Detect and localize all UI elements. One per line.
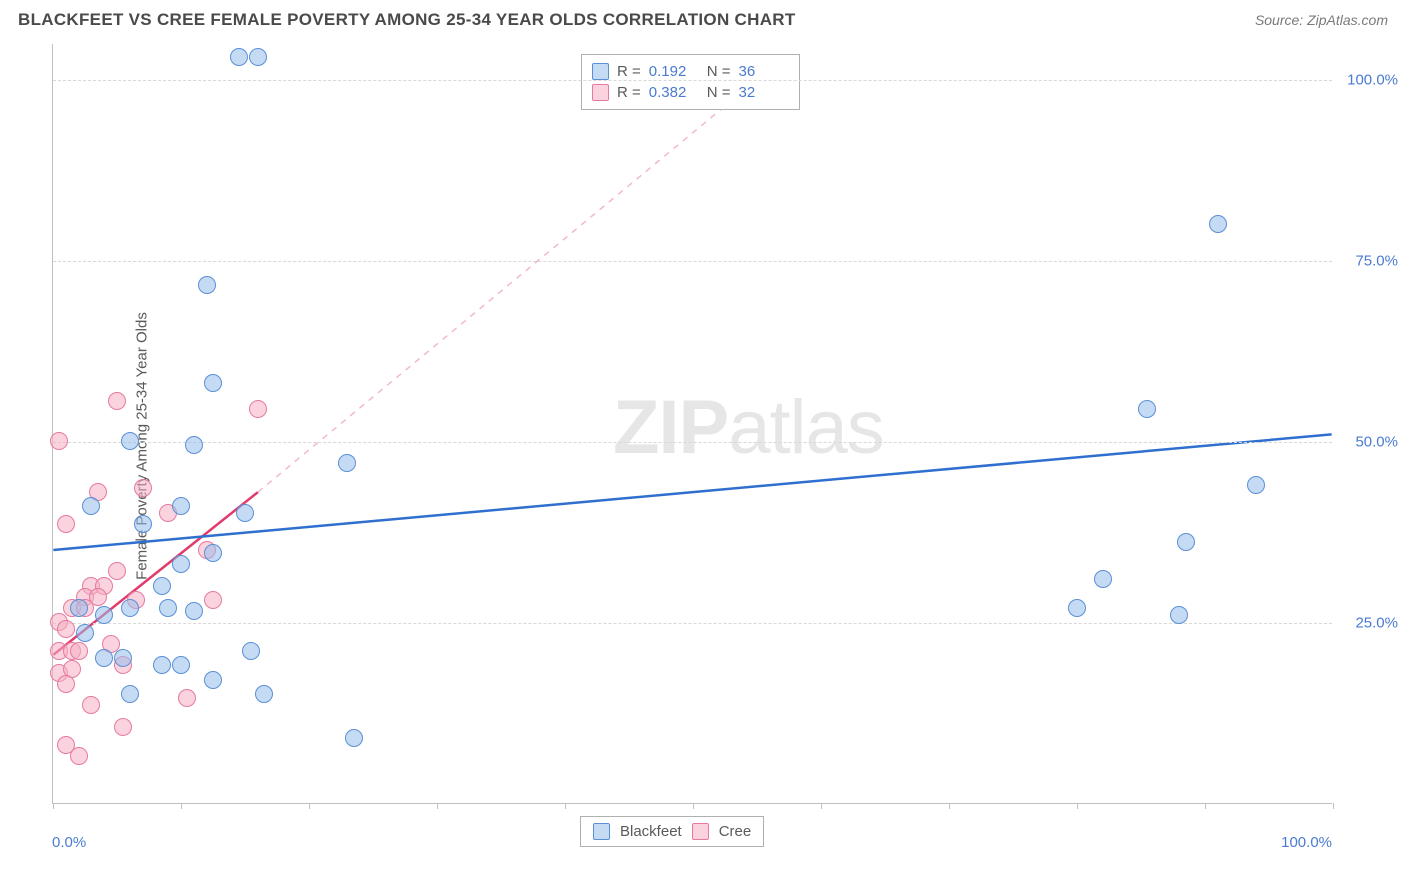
cree-point — [82, 696, 100, 714]
x-tick — [821, 803, 822, 809]
blackfeet-point — [204, 374, 222, 392]
blackfeet-point — [76, 624, 94, 642]
blackfeet-point — [242, 642, 260, 660]
blackfeet-point — [95, 606, 113, 624]
x-tick — [1077, 803, 1078, 809]
correlation-legend: R = 0.192 N = 36 R = 0.382 N = 32 — [581, 54, 800, 110]
y-tick-label: 25.0% — [1355, 615, 1398, 632]
x-tick — [693, 803, 694, 809]
blackfeet-point — [249, 48, 267, 66]
x-tick — [949, 803, 950, 809]
blackfeet-point — [70, 599, 88, 617]
cree-point — [70, 642, 88, 660]
cree-point — [57, 620, 75, 638]
blackfeet-point — [159, 599, 177, 617]
blackfeet-point — [172, 555, 190, 573]
blackfeet-point — [1170, 606, 1188, 624]
cree-swatch-icon — [692, 823, 709, 840]
x-tick — [437, 803, 438, 809]
series-legend: Blackfeet Cree — [580, 816, 764, 847]
blackfeet-point — [153, 577, 171, 595]
chart-title: BLACKFEET VS CREE FEMALE POVERTY AMONG 2… — [18, 10, 796, 30]
x-tick — [53, 803, 54, 809]
scatter-chart: ZIPatlas R = 0.192 N = 36 R = 0.382 N = … — [52, 44, 1332, 804]
blackfeet-point — [198, 276, 216, 294]
cree-point — [108, 562, 126, 580]
y-tick-label: 100.0% — [1347, 72, 1398, 89]
blackfeet-point — [204, 671, 222, 689]
cree-point — [57, 515, 75, 533]
legend-row-cree: R = 0.382 N = 32 — [592, 82, 789, 103]
blackfeet-point — [1247, 476, 1265, 494]
gridline — [53, 261, 1332, 262]
blackfeet-legend-label: Blackfeet — [620, 823, 682, 840]
blackfeet-point — [345, 729, 363, 747]
legend-row-blackfeet: R = 0.192 N = 36 — [592, 61, 789, 82]
source-label: Source: ZipAtlas.com — [1255, 12, 1388, 28]
blackfeet-point — [172, 497, 190, 515]
gridline — [53, 623, 1332, 624]
trend-lines — [53, 44, 1332, 803]
x-tick — [1333, 803, 1334, 809]
blackfeet-point — [82, 497, 100, 515]
blackfeet-point — [185, 436, 203, 454]
cree-point — [204, 591, 222, 609]
blackfeet-point — [95, 649, 113, 667]
blackfeet-point — [230, 48, 248, 66]
blackfeet-point — [1177, 533, 1195, 551]
blackfeet-point — [338, 454, 356, 472]
x-tick — [309, 803, 310, 809]
blackfeet-point — [1209, 215, 1227, 233]
cree-point — [50, 432, 68, 450]
blackfeet-point — [114, 649, 132, 667]
blackfeet-swatch-icon — [592, 63, 609, 80]
x-axis-label-min: 0.0% — [52, 834, 86, 851]
gridline — [53, 442, 1332, 443]
cree-swatch-icon — [592, 84, 609, 101]
x-tick — [181, 803, 182, 809]
blackfeet-point — [121, 432, 139, 450]
gridline — [53, 80, 1332, 81]
blackfeet-point — [1094, 570, 1112, 588]
y-tick-label: 50.0% — [1355, 434, 1398, 451]
blackfeet-point — [121, 599, 139, 617]
cree-point — [114, 718, 132, 736]
blackfeet-point — [1068, 599, 1086, 617]
blackfeet-point — [236, 504, 254, 522]
blackfeet-point — [121, 685, 139, 703]
blackfeet-point — [172, 656, 190, 674]
blackfeet-point — [255, 685, 273, 703]
cree-point — [70, 747, 88, 765]
y-tick-label: 75.0% — [1355, 253, 1398, 270]
cree-point — [249, 400, 267, 418]
watermark: ZIPatlas — [613, 384, 884, 471]
x-tick — [1205, 803, 1206, 809]
x-axis-label-max: 100.0% — [1281, 834, 1332, 851]
x-tick — [565, 803, 566, 809]
blackfeet-point — [1138, 400, 1156, 418]
chart-header: BLACKFEET VS CREE FEMALE POVERTY AMONG 2… — [18, 10, 1388, 30]
blackfeet-point — [153, 656, 171, 674]
blackfeet-point — [185, 602, 203, 620]
blackfeet-swatch-icon — [593, 823, 610, 840]
blackfeet-point — [134, 515, 152, 533]
cree-point — [178, 689, 196, 707]
cree-legend-label: Cree — [719, 823, 752, 840]
cree-point — [134, 479, 152, 497]
blackfeet-point — [204, 544, 222, 562]
cree-point — [57, 675, 75, 693]
cree-point — [108, 392, 126, 410]
